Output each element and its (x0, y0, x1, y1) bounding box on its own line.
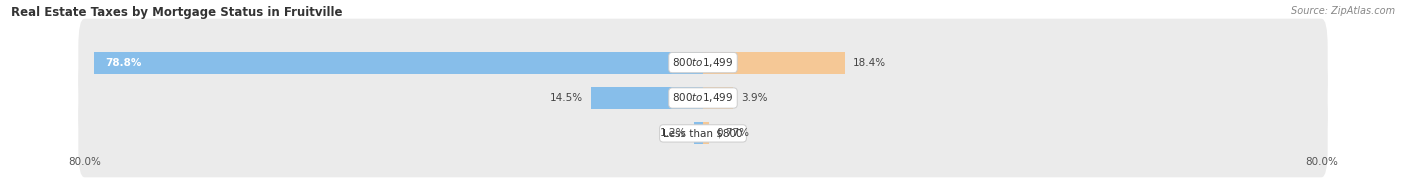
Bar (693, 122, 703, 144)
Text: 18.4%: 18.4% (853, 58, 886, 68)
Text: 3.9%: 3.9% (741, 93, 768, 103)
Text: 1.2%: 1.2% (659, 128, 686, 138)
Bar (703, 122, 709, 144)
Text: 0.77%: 0.77% (717, 128, 749, 138)
FancyBboxPatch shape (79, 54, 1327, 142)
Text: 14.5%: 14.5% (550, 93, 583, 103)
Text: $800 to $1,499: $800 to $1,499 (672, 92, 734, 104)
Bar (703, 52, 845, 74)
Bar (94, 52, 703, 74)
FancyBboxPatch shape (79, 19, 1327, 106)
Text: $800 to $1,499: $800 to $1,499 (672, 56, 734, 69)
Bar (591, 87, 703, 109)
Text: Less than $800: Less than $800 (664, 128, 742, 138)
Bar (703, 87, 733, 109)
Text: 78.8%: 78.8% (105, 58, 142, 68)
Text: Source: ZipAtlas.com: Source: ZipAtlas.com (1291, 6, 1395, 16)
Text: Real Estate Taxes by Mortgage Status in Fruitville: Real Estate Taxes by Mortgage Status in … (11, 6, 343, 19)
FancyBboxPatch shape (79, 90, 1327, 177)
